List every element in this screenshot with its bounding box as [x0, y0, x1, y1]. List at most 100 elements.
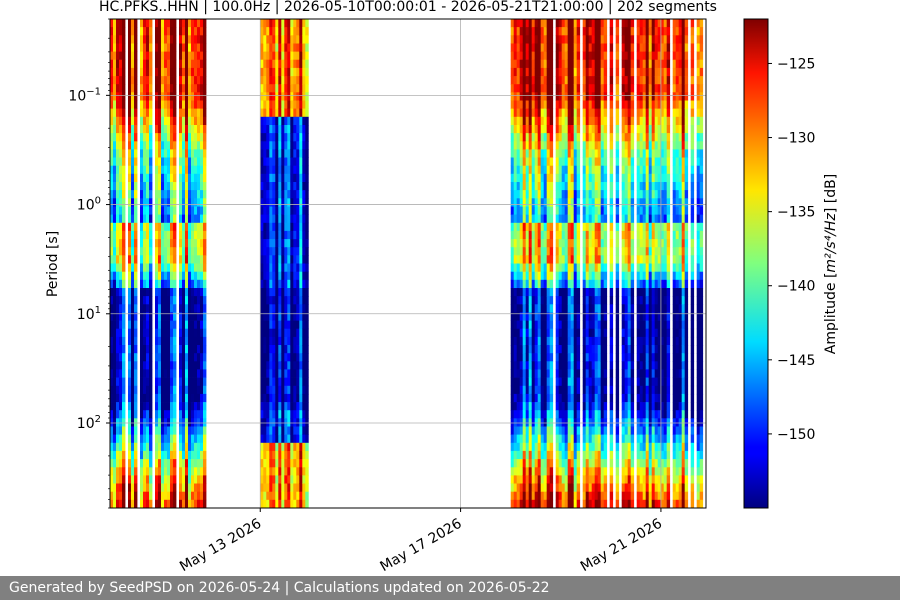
spectrogram-cell	[609, 92, 614, 101]
spectrogram-cell	[570, 19, 575, 28]
spectrogram-cell	[293, 59, 297, 69]
spectrogram-cell	[290, 255, 294, 264]
spectrogram-cell	[284, 141, 288, 150]
spectrogram-cell	[140, 345, 144, 354]
spectrogram-cell	[546, 190, 551, 199]
spectrogram-cell	[639, 133, 644, 142]
spectrogram-cell	[573, 84, 578, 93]
spectrogram-cell	[203, 336, 207, 346]
spectrogram-cell	[555, 418, 560, 427]
spectrogram-cell	[284, 475, 288, 484]
spectrogram-cell	[537, 92, 542, 101]
spectrogram-cell	[149, 125, 153, 134]
spectrogram-cell	[179, 27, 183, 36]
spectrogram-cell	[281, 345, 285, 354]
spectrogram-cell	[146, 499, 150, 508]
spectrogram-cell	[119, 222, 123, 232]
spectrogram-cell	[143, 182, 147, 191]
spectrogram-cell	[621, 230, 626, 240]
spectrogram-cell	[639, 157, 644, 167]
spectrogram-cell	[266, 426, 270, 436]
spectrogram-cell	[122, 239, 126, 248]
spectrogram-cell	[534, 43, 539, 53]
spectrogram-cell	[558, 67, 563, 77]
spectrogram-cell	[188, 279, 192, 289]
spectrogram-cell	[305, 222, 309, 232]
spectrogram-cell	[143, 116, 147, 126]
spectrogram-cell	[585, 59, 590, 69]
spectrogram-cell	[278, 320, 282, 330]
spectrogram-cell	[546, 361, 551, 370]
spectrogram-cell	[299, 133, 303, 142]
spectrogram-cell	[188, 410, 192, 419]
spectrogram-cell	[146, 35, 150, 44]
spectrogram-cell	[588, 133, 593, 142]
spectrogram-cell	[188, 483, 192, 493]
spectrogram-cell	[528, 222, 533, 232]
spectrogram-cell	[555, 116, 560, 126]
spectrogram-cell	[627, 475, 632, 484]
spectrogram-cell	[158, 43, 162, 53]
spectrogram-cell	[513, 19, 518, 28]
spectrogram-cell	[275, 173, 279, 183]
spectrogram-cell	[263, 92, 267, 101]
spectrogram-cell	[164, 206, 168, 216]
spectrogram-cell	[597, 43, 602, 53]
spectrogram-cell	[630, 279, 635, 289]
spectrogram-cell	[296, 369, 300, 378]
spectrogram-cell	[146, 410, 150, 419]
spectrogram-cell	[567, 230, 572, 240]
spectrogram-cell	[299, 361, 303, 370]
spectrogram-cell	[155, 133, 159, 142]
spectrogram-cell	[269, 198, 273, 207]
spectrogram-cell	[582, 288, 587, 297]
spectrogram-cell	[600, 100, 605, 110]
spectrogram-cell	[609, 255, 614, 264]
spectrogram-cell	[197, 426, 201, 436]
spectrogram-cell	[561, 418, 566, 427]
spectrogram-cell	[149, 499, 153, 508]
spectrogram-cell	[564, 247, 569, 256]
spectrogram-cell	[170, 483, 174, 493]
spectrogram-cell	[546, 206, 551, 216]
spectrogram-cell	[543, 434, 548, 444]
spectrogram-cell	[281, 67, 285, 77]
spectrogram-cell	[570, 247, 575, 256]
spectrogram-cell	[555, 149, 560, 158]
spectrogram-cell	[525, 43, 530, 53]
spectrogram-cell	[540, 361, 545, 370]
spectrogram-cell	[179, 369, 183, 378]
spectrogram-cell	[167, 239, 171, 248]
spectrogram-cell	[284, 100, 288, 110]
spectrogram-cell	[269, 84, 273, 93]
spectrogram-cell	[528, 27, 533, 36]
spectrogram-cell	[287, 328, 291, 338]
spectrogram-cell	[558, 133, 563, 142]
spectrogram-cell	[540, 141, 545, 150]
spectrogram-cell	[558, 288, 563, 297]
spectrogram-cell	[528, 198, 533, 207]
spectrogram-cell	[302, 442, 306, 452]
spectrogram-cell	[281, 141, 285, 150]
spectrogram-cell	[278, 247, 282, 256]
spectrogram-cell	[558, 345, 563, 354]
spectrogram-cell	[543, 385, 548, 395]
spectrogram-cell	[591, 76, 596, 85]
spectrogram-cell	[113, 43, 117, 53]
spectrogram-cell	[134, 116, 138, 126]
spectrogram-cell	[630, 402, 635, 411]
spectrogram-cell	[281, 84, 285, 93]
spectrogram-cell	[284, 353, 288, 362]
spectrogram-cell	[639, 173, 644, 183]
spectrogram-cell	[140, 190, 144, 199]
spectrogram-cell	[149, 320, 153, 330]
spectrogram-cell	[167, 393, 171, 403]
spectrogram-cell	[140, 377, 144, 387]
spectrogram-cell	[197, 76, 201, 85]
spectrogram-cell	[609, 125, 614, 134]
spectrogram-cell	[155, 206, 159, 216]
spectrogram-cell	[296, 239, 300, 248]
spectrogram-cell	[128, 499, 132, 508]
spectrogram-cell	[519, 125, 524, 134]
spectrogram-cell	[567, 59, 572, 69]
